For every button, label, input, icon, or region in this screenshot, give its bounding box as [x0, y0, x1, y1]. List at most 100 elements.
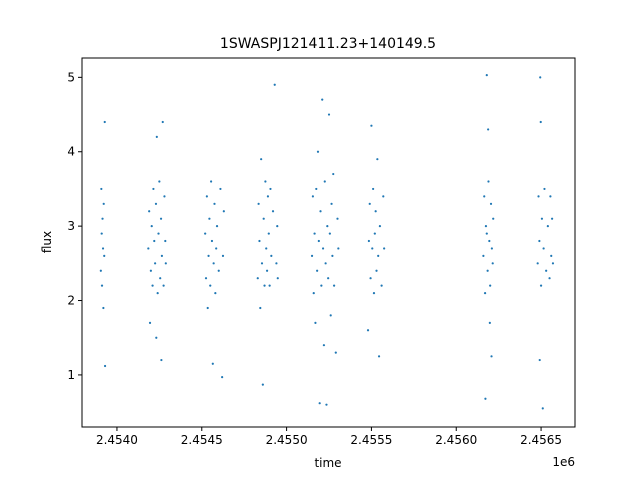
point [159, 217, 163, 220]
point [155, 135, 158, 138]
point [264, 180, 267, 183]
point [320, 284, 323, 287]
point [371, 247, 374, 250]
point [158, 180, 161, 183]
point [550, 217, 554, 220]
point [160, 358, 163, 362]
point [378, 225, 382, 228]
point [317, 239, 320, 243]
point [151, 284, 154, 287]
x-tick-label: 2.4560 [435, 433, 477, 447]
point [492, 217, 495, 220]
point [100, 187, 103, 191]
point [377, 355, 381, 358]
point [485, 74, 488, 77]
point [99, 269, 102, 272]
point [550, 254, 553, 257]
point [210, 239, 214, 243]
point [487, 128, 490, 131]
point [265, 269, 269, 272]
y-tick-label: 2 [67, 294, 75, 308]
x-tick-label: 2.4540 [96, 433, 138, 447]
point [327, 277, 330, 280]
point [100, 284, 104, 287]
x-tick-label: 2.4565 [520, 433, 562, 447]
point [209, 284, 212, 287]
point [276, 277, 279, 280]
point [538, 239, 541, 243]
point [217, 269, 220, 272]
point [383, 247, 386, 250]
point [539, 120, 542, 124]
point [368, 202, 371, 205]
x-tick-label: 2.4555 [350, 433, 392, 447]
point [316, 269, 319, 272]
point [326, 225, 329, 228]
point [487, 180, 490, 183]
point [257, 202, 260, 205]
point [270, 254, 273, 257]
point [491, 262, 494, 265]
point [212, 262, 215, 265]
point [542, 247, 545, 250]
point [164, 239, 167, 243]
y-axis-label: flux [40, 231, 54, 253]
point [549, 195, 552, 198]
point [490, 355, 493, 358]
point [101, 217, 104, 220]
point [154, 202, 158, 205]
point [312, 291, 315, 295]
point [266, 195, 270, 198]
point [153, 239, 156, 243]
point [540, 217, 544, 220]
point [271, 210, 275, 213]
point [161, 120, 164, 124]
point [334, 351, 337, 354]
x-offset-label: 1e6 [552, 455, 575, 469]
point [314, 321, 317, 324]
point [221, 376, 224, 379]
point [160, 254, 164, 257]
point [162, 284, 165, 287]
point [373, 232, 376, 235]
point [537, 195, 540, 198]
point [206, 306, 209, 310]
point [260, 158, 263, 161]
point [328, 232, 331, 235]
point [546, 225, 549, 228]
point [213, 202, 216, 205]
point [155, 336, 158, 339]
point [323, 180, 326, 183]
point [489, 202, 493, 205]
point [548, 277, 551, 280]
point [331, 254, 334, 257]
point [262, 217, 265, 220]
point [366, 329, 370, 332]
point [265, 247, 268, 250]
chart-title: 1SWASPJ121411.23+140149.5 [220, 36, 436, 52]
point [332, 172, 335, 176]
point [164, 262, 167, 265]
y-tick-label: 4 [67, 145, 75, 159]
point [376, 158, 379, 161]
point [318, 402, 321, 405]
point [539, 76, 542, 79]
point [150, 225, 153, 228]
x-tick-label: 2.4550 [266, 433, 308, 447]
point [156, 291, 159, 295]
point [103, 254, 106, 257]
point [315, 187, 318, 191]
point [484, 397, 487, 400]
y-tick-label: 5 [67, 70, 75, 84]
point [483, 291, 487, 295]
point [380, 284, 383, 287]
point [273, 83, 276, 86]
point [313, 232, 316, 235]
point [375, 269, 378, 272]
point [275, 262, 278, 265]
point [100, 232, 103, 235]
point [538, 358, 541, 362]
point [370, 124, 373, 127]
point [484, 225, 488, 228]
